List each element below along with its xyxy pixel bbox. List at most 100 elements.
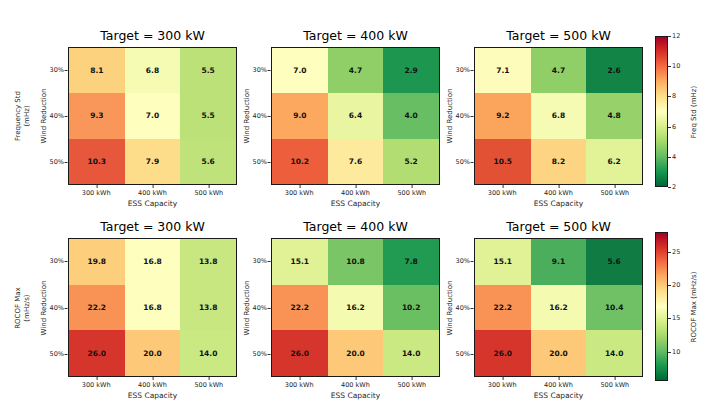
x-axis-label: ESS Capacity <box>474 199 643 208</box>
heatmap-cell: 5.5 <box>180 48 236 93</box>
heatmap-cell: 19.8 <box>69 239 125 285</box>
heatmap-cell: 9.3 <box>69 93 125 138</box>
heatmap-cell: 13.8 <box>180 285 236 331</box>
heatmap-cell: 26.0 <box>272 330 328 376</box>
panel-title: Target = 300 kW <box>68 28 237 44</box>
x-tick-label: 500 kWh <box>600 381 629 389</box>
x-tick-label: 500 kWh <box>194 189 223 197</box>
heatmap-cell: 8.2 <box>531 139 587 184</box>
heatmap-panel-rocof-500kw: Target = 500 kW 15.19.15.622.216.210.426… <box>474 238 643 377</box>
heatmap-cell: 22.2 <box>69 285 125 331</box>
y-tick-label: 30% <box>253 257 267 265</box>
heatmap-cell: 16.2 <box>531 285 587 331</box>
heatmap-cell: 14.0 <box>586 330 642 376</box>
x-tick-label: 300 kWh <box>285 189 314 197</box>
heatmap-cell: 8.1 <box>69 48 125 93</box>
y-axis-label: Wind Reduction <box>446 280 454 335</box>
y-tick-label: 30% <box>253 66 267 74</box>
colorbar-tick-label: 15 <box>672 314 680 322</box>
x-tick-label: 300 kWh <box>488 189 517 197</box>
colorbar-tick-label: 4 <box>672 153 676 161</box>
heatmap-cell: 6.4 <box>328 93 384 138</box>
heatmap-cell: 7.9 <box>125 139 181 184</box>
x-axis-label: ESS Capacity <box>271 391 440 400</box>
x-tick-label: 400 kWh <box>544 381 573 389</box>
x-tick-label: 300 kWh <box>82 381 111 389</box>
panel-title: Target = 400 kW <box>271 28 440 44</box>
x-tick-label: 400 kWh <box>544 189 573 197</box>
heatmap-cell: 20.0 <box>531 330 587 376</box>
colorbar-freqstd: Freq Std (mHz) 12108642 <box>655 36 668 187</box>
heatmap-cells: 7.04.72.99.06.44.010.27.65.2 <box>271 47 440 185</box>
heatmap-cell: 14.0 <box>383 330 439 376</box>
heatmap-cell: 22.2 <box>475 285 531 331</box>
y-tick-label: 30% <box>456 66 470 74</box>
y-tick-label: 40% <box>50 304 64 312</box>
y-tick-label: 50% <box>253 158 267 166</box>
heatmap-cell: 7.8 <box>383 239 439 285</box>
y-tick-label: 40% <box>50 112 64 120</box>
x-tick-label: 500 kWh <box>397 381 426 389</box>
heatmap-cell: 2.9 <box>383 48 439 93</box>
heatmap-cell: 10.8 <box>328 239 384 285</box>
panel-title: Target = 500 kW <box>474 219 643 235</box>
panel-title: Target = 400 kW <box>271 219 440 235</box>
row-metric-label: Frequency Std (mHz) <box>14 91 32 141</box>
heatmap-cell: 5.2 <box>383 139 439 184</box>
x-axis-label: ESS Capacity <box>68 391 237 400</box>
y-tick-label: 50% <box>50 350 64 358</box>
heatmap-cell: 16.2 <box>328 285 384 331</box>
heatmap-cell: 7.1 <box>475 48 531 93</box>
colorbar-tick-label: 12 <box>672 32 680 40</box>
y-axis-label: Wind Reduction <box>243 280 251 335</box>
heatmap-cell: 15.1 <box>475 239 531 285</box>
x-tick-label: 500 kWh <box>600 189 629 197</box>
colorbar-tick-label: 8 <box>672 92 676 100</box>
x-axis-label: ESS Capacity <box>271 199 440 208</box>
heatmap-cell: 10.3 <box>69 139 125 184</box>
panel-title: Target = 300 kW <box>68 219 237 235</box>
heatmap-cell: 10.2 <box>272 139 328 184</box>
heatmap-cell: 26.0 <box>69 330 125 376</box>
x-tick-label: 500 kWh <box>397 189 426 197</box>
y-tick-label: 30% <box>50 66 64 74</box>
x-tick-label: 400 kWh <box>138 189 167 197</box>
heatmap-cell: 7.0 <box>125 93 181 138</box>
heatmap-cell: 15.1 <box>272 239 328 285</box>
heatmap-cell: 5.5 <box>180 93 236 138</box>
x-axis-label: ESS Capacity <box>68 199 237 208</box>
heatmap-cell: 5.6 <box>586 239 642 285</box>
x-tick-label: 300 kWh <box>488 381 517 389</box>
colorbar-tick-label: 25 <box>672 248 680 256</box>
heatmap-cell: 9.0 <box>272 93 328 138</box>
x-tick-label: 300 kWh <box>82 189 111 197</box>
heatmap-cell: 10.4 <box>586 285 642 331</box>
heatmap-cell: 10.2 <box>383 285 439 331</box>
y-tick-label: 50% <box>253 350 267 358</box>
x-tick-label: 400 kWh <box>341 381 370 389</box>
heatmap-cell: 4.7 <box>531 48 587 93</box>
heatmap-cell: 7.6 <box>328 139 384 184</box>
heatmap-cell: 16.8 <box>125 239 181 285</box>
x-tick-label: 300 kWh <box>285 381 314 389</box>
y-axis-label: Wind Reduction <box>446 89 454 144</box>
heatmap-cells: 19.816.813.822.216.813.826.020.014.0 <box>68 238 237 377</box>
row-metric-label: ROCOF Max (mHz/s) <box>14 287 32 329</box>
y-axis-label: Wind Reduction <box>40 280 48 335</box>
colorbar-label: Freq Std (mHz) <box>690 85 698 137</box>
heatmap-cell: 22.2 <box>272 285 328 331</box>
heatmap-cell: 5.6 <box>180 139 236 184</box>
heatmap-cells: 8.16.85.59.37.05.510.37.95.6 <box>68 47 237 185</box>
heatmap-cell: 4.7 <box>328 48 384 93</box>
y-tick-label: 40% <box>456 304 470 312</box>
heatmap-cell: 7.0 <box>272 48 328 93</box>
y-axis-label: Wind Reduction <box>40 89 48 144</box>
colorbar-tick-label: 20 <box>672 281 680 289</box>
y-tick-label: 50% <box>456 158 470 166</box>
heatmap-cell: 9.1 <box>531 239 587 285</box>
colorbar-tick-label: 6 <box>672 123 676 131</box>
colorbar-tick-label: 10 <box>672 348 680 356</box>
y-tick-label: 30% <box>456 257 470 265</box>
heatmap-panel-rocof-300kw: Target = 300 kW 19.816.813.822.216.813.8… <box>68 238 237 377</box>
x-axis-label: ESS Capacity <box>474 391 643 400</box>
